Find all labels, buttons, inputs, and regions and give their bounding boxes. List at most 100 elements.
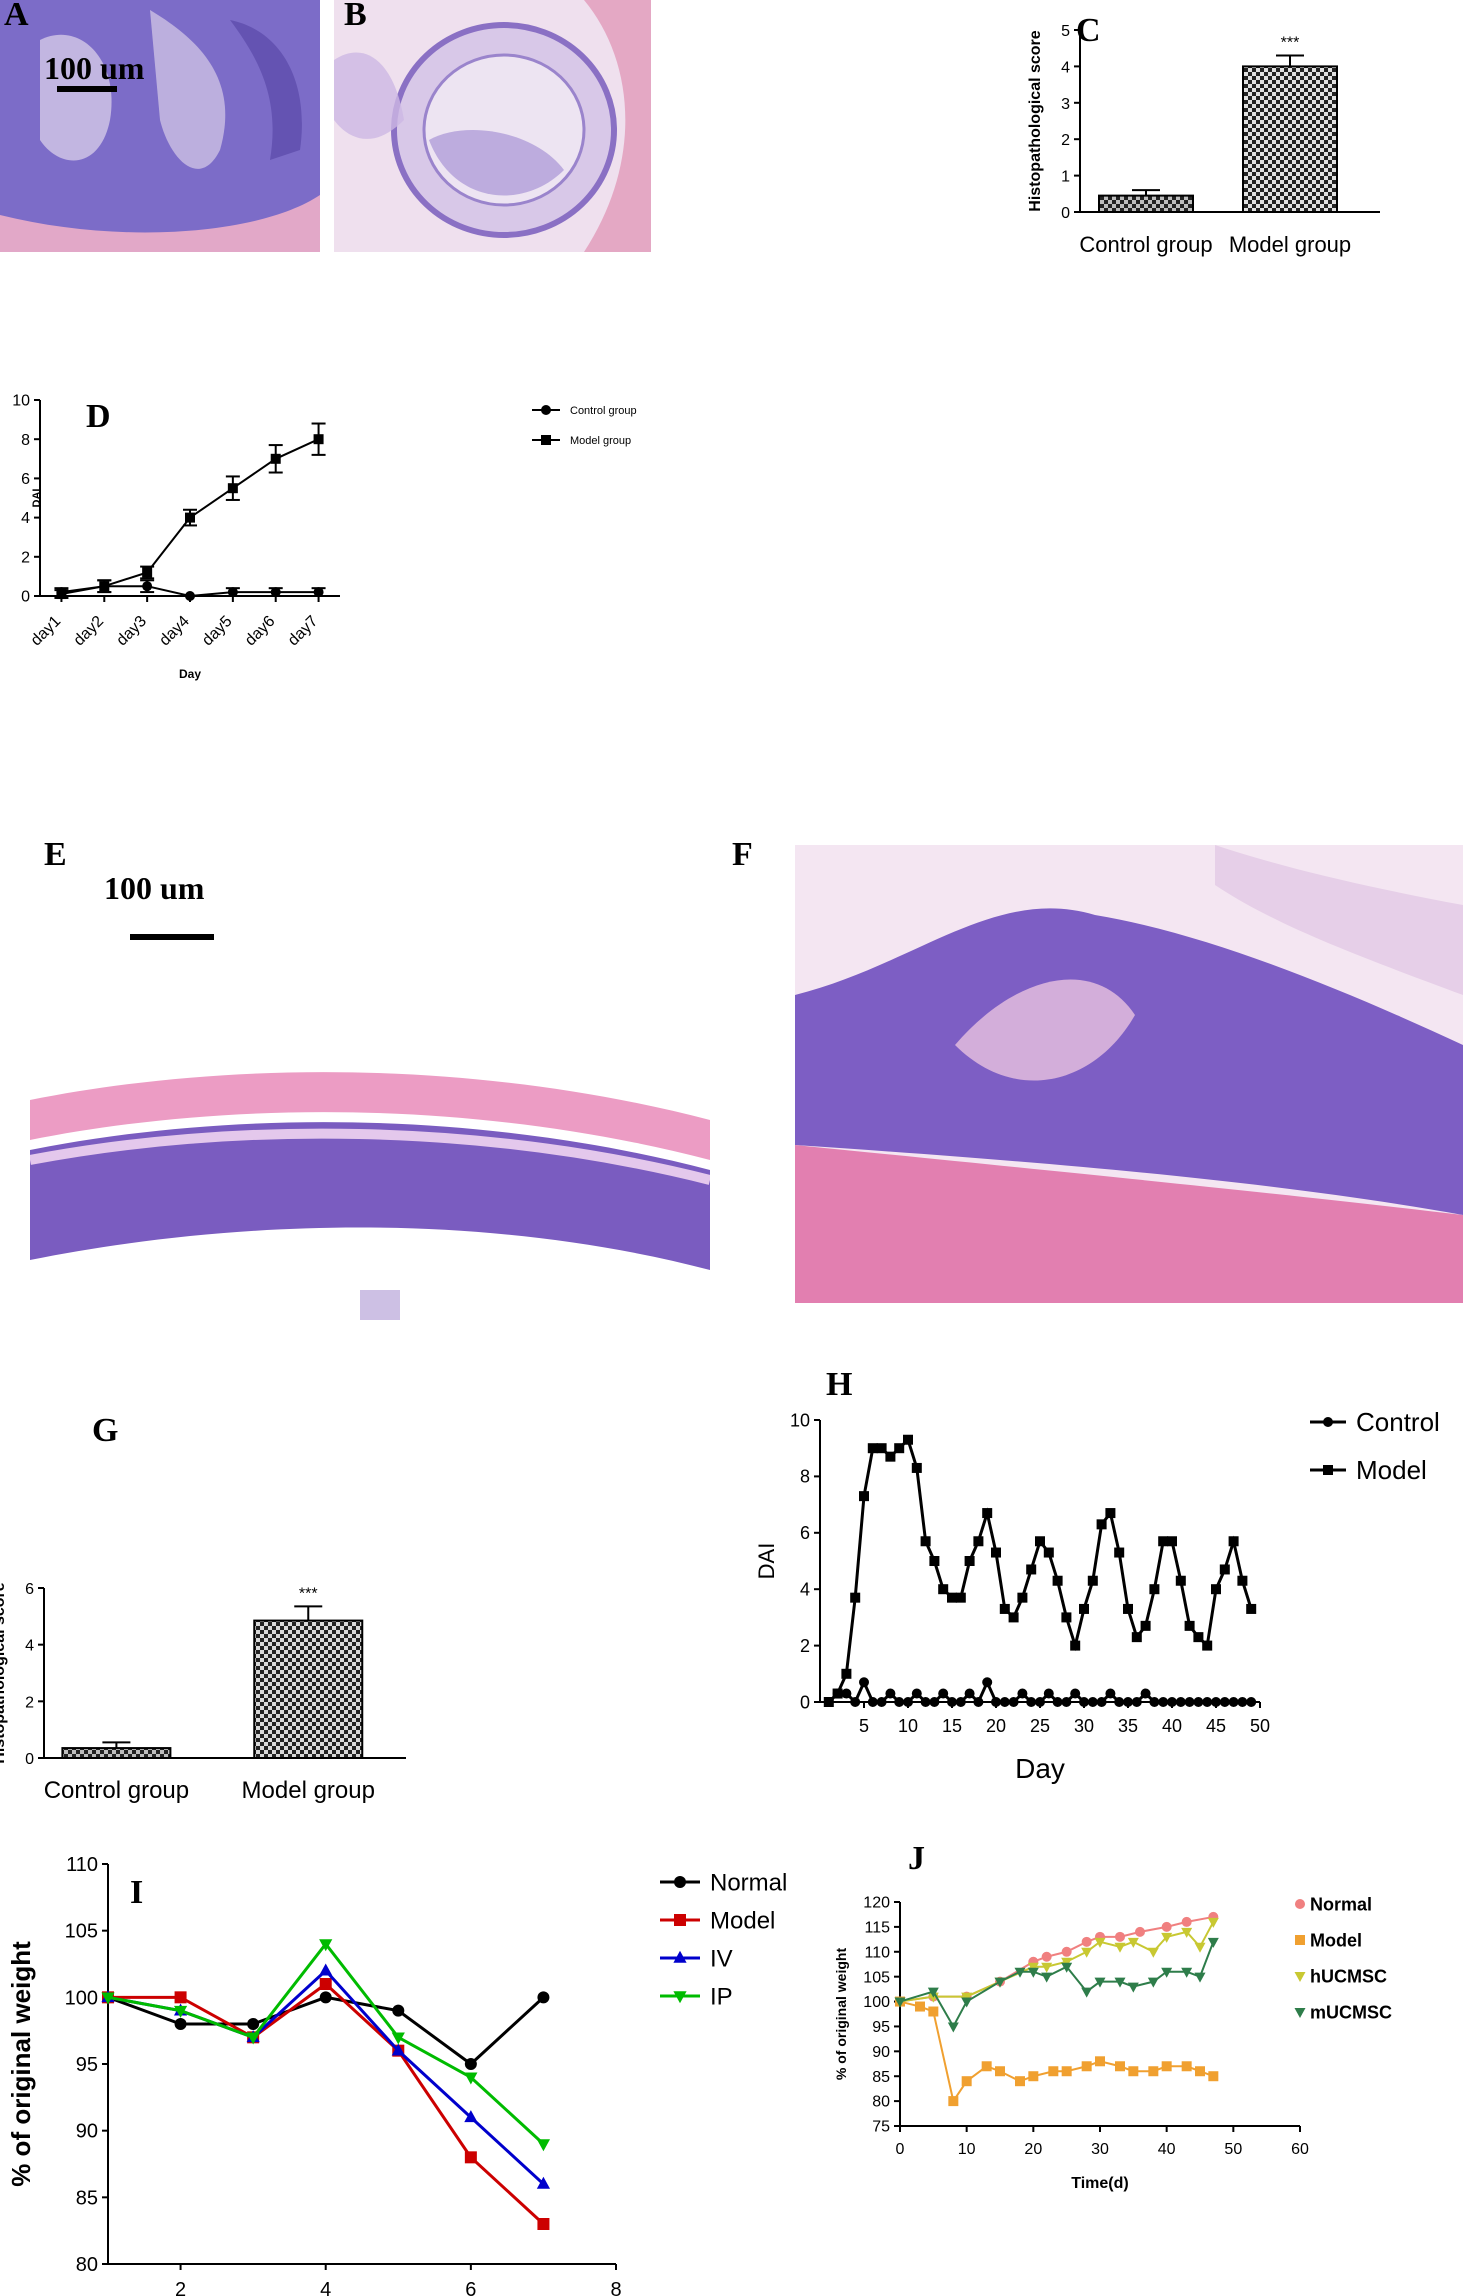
- data-point-mucmsc: [894, 1997, 906, 2008]
- data-point-ip: [319, 1939, 333, 1952]
- data-point-model: [1061, 2066, 1072, 2077]
- data-point-model: [1228, 1536, 1239, 1547]
- legend-label: mUCMSC: [1310, 2002, 1392, 2022]
- data-point-control: [1228, 1697, 1239, 1707]
- data-point-model: [1079, 1603, 1089, 1614]
- data-point-model: [955, 1592, 966, 1603]
- data-point-mucmsc: [1094, 1977, 1106, 1988]
- y-tick-label: 110: [66, 1854, 98, 1876]
- data-point-control: [1061, 1697, 1072, 1707]
- data-point-model: [1140, 1620, 1151, 1631]
- data-point-model: [1043, 1547, 1054, 1558]
- data-point-control: [964, 1688, 975, 1699]
- data-point-control: [1202, 1697, 1213, 1707]
- data-point-mucmsc: [1081, 1987, 1093, 1998]
- data-point-mucmsc: [1114, 1977, 1126, 1988]
- data-point-model: [464, 2151, 477, 2164]
- data-point-model: [920, 1536, 931, 1547]
- data-point-normal: [1081, 1936, 1092, 1947]
- data-point-model: [1087, 1575, 1098, 1586]
- legend-marker: [1295, 1935, 1305, 1945]
- scale-bar-e: [130, 934, 214, 940]
- y-tick-label: 0: [800, 1692, 810, 1712]
- data-point-model: [1035, 1536, 1045, 1547]
- panel-label-d: D: [86, 398, 111, 435]
- data-point-control: [850, 1697, 861, 1707]
- data-point-control: [1140, 1688, 1151, 1699]
- x-tick-label: 20: [986, 1716, 1006, 1736]
- data-point-control: [1123, 1697, 1133, 1707]
- legend-marker: [541, 405, 551, 415]
- data-point-model: [1181, 2061, 1192, 2072]
- data-point-control: [1087, 1697, 1098, 1707]
- y-tick-label: 6: [21, 471, 30, 488]
- data-point-model-group: [227, 483, 238, 494]
- x-tick-label: 10: [958, 2141, 976, 2158]
- significance-mark: ***: [1281, 34, 1300, 51]
- data-point-normal: [1161, 1921, 1172, 1932]
- x-tick-label: 5: [859, 1716, 869, 1736]
- y-tick-label: 2: [800, 1636, 810, 1656]
- data-point-model: [1070, 1640, 1081, 1651]
- data-point-model: [1026, 1564, 1037, 1575]
- data-point-model: [1208, 2071, 1219, 2082]
- data-point-control: [999, 1697, 1010, 1707]
- data-point-normal: [464, 2058, 477, 2070]
- series-line-model: [827, 1436, 1253, 1704]
- x-axis-title: Day: [179, 667, 201, 681]
- data-point-model: [867, 1443, 878, 1454]
- y-tick-label: 6: [25, 1581, 34, 1598]
- data-point-model: [859, 1491, 869, 1502]
- data-point-model-group: [270, 453, 281, 464]
- category-label: Control group: [1079, 232, 1212, 257]
- data-point-control: [938, 1688, 949, 1699]
- data-point-model: [823, 1697, 834, 1707]
- x-tick-label: 6: [465, 2279, 476, 2296]
- x-tick-label: 35: [1118, 1716, 1138, 1736]
- data-point-control: [1158, 1697, 1169, 1707]
- data-point-control: [841, 1688, 852, 1699]
- x-tick-label: 30: [1091, 2141, 1109, 2158]
- chart-j: 75 80 85 90 95 100 105 110 115 120 0 10 20 30 40 50 60 % …: [833, 1894, 1392, 2192]
- y-tick-label: 4: [25, 1638, 34, 1655]
- data-point-control: [1114, 1697, 1125, 1707]
- data-point-model: [894, 1443, 905, 1454]
- data-point-model: [841, 1668, 852, 1679]
- y-tick-label: 90: [872, 2044, 890, 2061]
- micrograph-b: [334, 0, 651, 252]
- data-point-ip: [391, 2032, 405, 2045]
- data-point-control: [1211, 1697, 1221, 1707]
- data-point-model-group: [185, 512, 195, 523]
- data-point-control-group: [313, 587, 324, 598]
- data-point-model: [1105, 1508, 1116, 1519]
- category-label: Model group: [1229, 232, 1351, 257]
- data-point-model: [1123, 1603, 1133, 1614]
- data-point-hucmsc: [1194, 1942, 1206, 1953]
- y-axis-title: % of original weight: [833, 1948, 849, 2081]
- y-tick-label: 85: [872, 2069, 890, 2086]
- legend-label: Model: [710, 1907, 775, 1934]
- x-tick-label: 8: [610, 2279, 621, 2296]
- data-point-normal: [1061, 1946, 1072, 1957]
- legend-marker: [674, 1914, 686, 1926]
- scale-bar-label-a: 100 um: [44, 50, 145, 86]
- x-tick-label: day6: [242, 613, 279, 650]
- y-tick-label: 105: [863, 1969, 890, 1986]
- data-point-model: [1131, 1632, 1142, 1643]
- data-point-model: [850, 1592, 861, 1603]
- data-point-mucmsc: [1014, 1967, 1026, 1978]
- micrograph-f: [795, 845, 1463, 1303]
- data-point-model: [876, 1443, 887, 1454]
- legend-label: IV: [710, 1945, 733, 1972]
- y-tick-label: 8: [21, 432, 30, 449]
- data-point-model: [1246, 1603, 1257, 1614]
- data-point-model: [999, 1603, 1010, 1614]
- x-tick-label: 45: [1206, 1716, 1226, 1736]
- panel-label-h: H: [826, 1366, 853, 1403]
- data-point-hucmsc: [1161, 1932, 1173, 1943]
- chart-i: 80 85 90 95 100 105 110 2 4 6 8 % of original weigh…: [6, 1854, 787, 2296]
- scale-bar-a: [57, 86, 117, 92]
- data-point-control: [1184, 1697, 1195, 1707]
- data-point-model: [991, 1547, 1001, 1558]
- data-point-model: [1052, 1575, 1063, 1586]
